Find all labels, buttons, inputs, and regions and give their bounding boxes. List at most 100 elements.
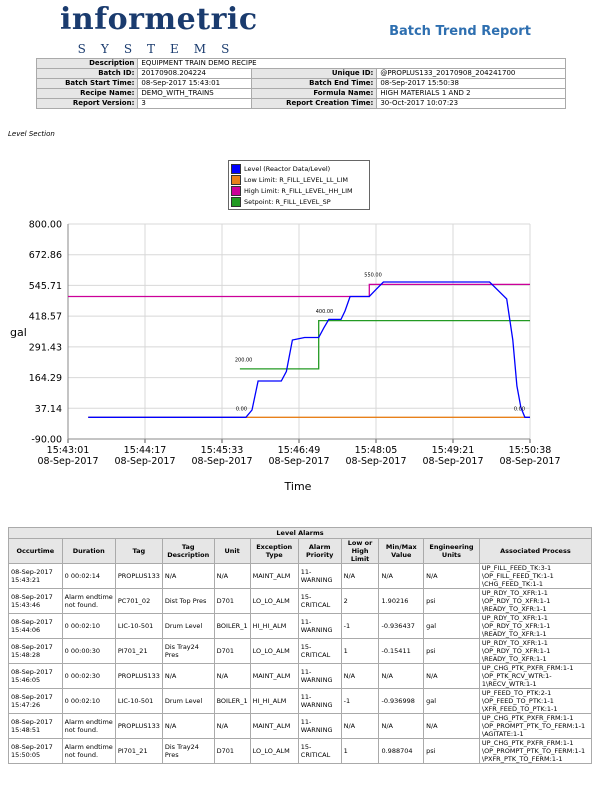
cell-unit: BOILER_1 [213, 613, 251, 639]
cell-alarm-priority: 11-WARNING [297, 713, 342, 739]
legend-item-level: Level (Reactor Data/Level) [231, 163, 367, 174]
data-label: 400.00 [316, 309, 334, 315]
cell-occurtime: 08-Sep-2017 15:48:51 [8, 713, 63, 739]
cell-exception-type: MAINT_ALM [249, 713, 299, 739]
cell-alarm-priority: 11-WARNING [297, 563, 342, 589]
logo-wordmark: informetric [60, 2, 258, 37]
cell-tag-description: N/A [161, 663, 215, 689]
cell-alarm-priority: 15-CRITICAL [297, 588, 342, 614]
cell-tag-description: N/A [161, 713, 215, 739]
cell-limit: N/A [340, 563, 380, 589]
cell-associated-process: UP_CHG_PTK_PXFR_FRM:1-1 \OP_PROMPT_PTK_TO… [478, 713, 593, 739]
data-label: 550.00 [364, 273, 382, 279]
y-axis-title: gal [10, 326, 27, 339]
cell-min-max-value: N/A [378, 713, 425, 739]
cell-exception-type: MAINT_ALM [249, 563, 299, 589]
cell-occurtime: 08-Sep-2017 15:48:28 [8, 638, 63, 664]
batch-end-value: 08-Sep-2017 15:50:38 [376, 78, 566, 89]
cell-tag: LIC-10-501 [114, 688, 163, 714]
cell-associated-process: UP_RDY_TO_XFR:1-1 \OP_RDY_TO_XFR:1-1 \READ… [478, 638, 593, 664]
cell-min-max-value: N/A [378, 563, 425, 589]
chart-series [68, 281, 530, 418]
y-tick-label: 672.86 [29, 250, 62, 261]
x-axis-title: Time [284, 480, 312, 493]
cell-unit: D701 [213, 638, 251, 664]
batch-start-label: Batch Start Time: [35, 78, 139, 89]
x-tick-label-time: 15:43:01 [47, 445, 90, 456]
cell-tag: PROPLUS133 [114, 563, 163, 589]
cell-engineering-units: psi [423, 588, 480, 614]
data-label: 0.00 [236, 406, 247, 412]
section-title: Level Section [8, 130, 55, 138]
cell-occurtime: 08-Sep-2017 15:46:05 [8, 663, 63, 689]
cell-unit: N/A [213, 663, 251, 689]
y-tick-label: 545.71 [29, 281, 62, 292]
y-tick-label: -90.00 [31, 435, 62, 446]
x-tick-label-time: 15:45:33 [201, 445, 244, 456]
alarms-header-row: Occurtime Duration Tag Tag Description Unit E… [8, 538, 593, 564]
cell-associated-process: UP_RDY_TO_XFR:1-1 \OP_RDY_TO_XFR:1-1 \READ… [478, 613, 593, 639]
cell-alarm-priority: 15-CRITICAL [297, 638, 342, 664]
alarms-body: 08-Sep-2017 15:43:21 0 00:02:14 PROPLUS133… [8, 563, 593, 764]
x-tick-label-date: 08-Sep-2017 [268, 456, 329, 467]
x-tick-label-time: 15:48:05 [355, 445, 398, 456]
alarms-caption: Level Alarms [8, 527, 592, 539]
y-tick-label: 291.43 [29, 342, 62, 353]
cell-duration: 0 00:02:14 [61, 563, 116, 589]
legend-item-low-limit: Low Limit: R_FILL_LEVEL_LL_LIM [231, 174, 367, 185]
cell-alarm-priority: 11-WARNING [297, 613, 342, 639]
cell-limit: N/A [340, 663, 380, 689]
cell-unit: N/A [213, 713, 251, 739]
column-header-tag-description: Tag Description [161, 538, 215, 564]
x-tick-label-time: 15:46:49 [278, 445, 321, 456]
description-value: EQUIPMENT TRAIN DEMO RECIPE [137, 58, 566, 69]
x-tick-label-date: 08-Sep-2017 [191, 456, 252, 467]
x-tick-label-date: 08-Sep-2017 [499, 456, 560, 467]
cell-occurtime: 08-Sep-2017 15:47:26 [8, 688, 63, 714]
column-header-unit: Unit [213, 538, 251, 564]
batch-id-label: Batch ID: [35, 68, 139, 79]
cell-associated-process: UP_FEED_TO_PTK:2-1 \OP_FEED_TO_PTK:1-1 \XF… [478, 688, 593, 714]
cell-min-max-value: -0.936437 [378, 613, 425, 639]
legend-item-setpoint: Setpoint: R_FILL_LEVEL_SP [231, 196, 367, 207]
chart-tick-labels: 800.00 672.86 545.71 418.57 291.43 164.29 37.1… [29, 220, 561, 468]
alarm-row: 08-Sep-2017 15:44:06 0 00:02:10 LIC-10-501… [8, 613, 593, 639]
batch-id-value: 20170908.204224 [137, 68, 253, 79]
cell-tag: PC701_02 [114, 588, 163, 614]
cell-duration: 0 00:02:30 [61, 663, 116, 689]
y-tick-label: 418.57 [29, 312, 62, 323]
legend-label-low-limit: Low Limit: R_FILL_LEVEL_LL_LIM [244, 175, 348, 184]
alarm-row: 08-Sep-2017 15:47:26 0 00:02:10 LIC-10-501… [8, 688, 593, 714]
x-tick-label-time: 15:49:21 [432, 445, 475, 456]
x-tick-label-date: 08-Sep-2017 [37, 456, 98, 467]
y-tick-label: 800.00 [29, 220, 62, 231]
cell-tag-description: Drum Level [161, 688, 215, 714]
cell-limit: -1 [340, 688, 380, 714]
column-header-alarm-priority: Alarm Priority [297, 538, 342, 564]
creation-time-label: Report Creation Time: [251, 98, 378, 109]
x-tick-label-time: 15:44:17 [124, 445, 167, 456]
cell-tag-description: Dist Top Pres [161, 588, 215, 614]
cell-duration: 0 00:02:10 [61, 688, 116, 714]
chart-legend: Level (Reactor Data/Level) Low Limit: R_… [228, 160, 370, 210]
formula-name-value: HIGH MATERIALS 1 AND 2 [376, 88, 566, 99]
cell-alarm-priority: 11-WARNING [297, 688, 342, 714]
cell-occurtime: 08-Sep-2017 15:43:46 [8, 588, 63, 614]
column-header-tag: Tag [114, 538, 163, 564]
series-line-setpoint [239, 319, 530, 370]
alarm-row: 08-Sep-2017 15:48:28 0 00:00:30 PI701_21 Di… [8, 638, 593, 664]
chart-grid [67, 223, 531, 443]
cell-min-max-value: 0.988704 [378, 738, 425, 764]
cell-tag-description: Dis Tray24 Pres [161, 638, 215, 664]
report-version-label: Report Version: [35, 98, 139, 109]
cell-engineering-units: N/A [423, 663, 480, 689]
legend-swatch-setpoint [231, 196, 241, 207]
cell-exception-type: MAINT_ALM [249, 663, 299, 689]
formula-name-label: Formula Name: [251, 88, 378, 99]
alarm-row: 08-Sep-2017 15:43:46 Alarm endtime not fo… [8, 588, 593, 614]
x-tick-label-date: 08-Sep-2017 [345, 456, 406, 467]
logo-tagline: SYSTEMS [77, 42, 245, 56]
column-header-occurtime: Occurtime [8, 538, 63, 564]
data-label: 0.00 [514, 406, 525, 412]
cell-min-max-value: 1.90216 [378, 588, 425, 614]
